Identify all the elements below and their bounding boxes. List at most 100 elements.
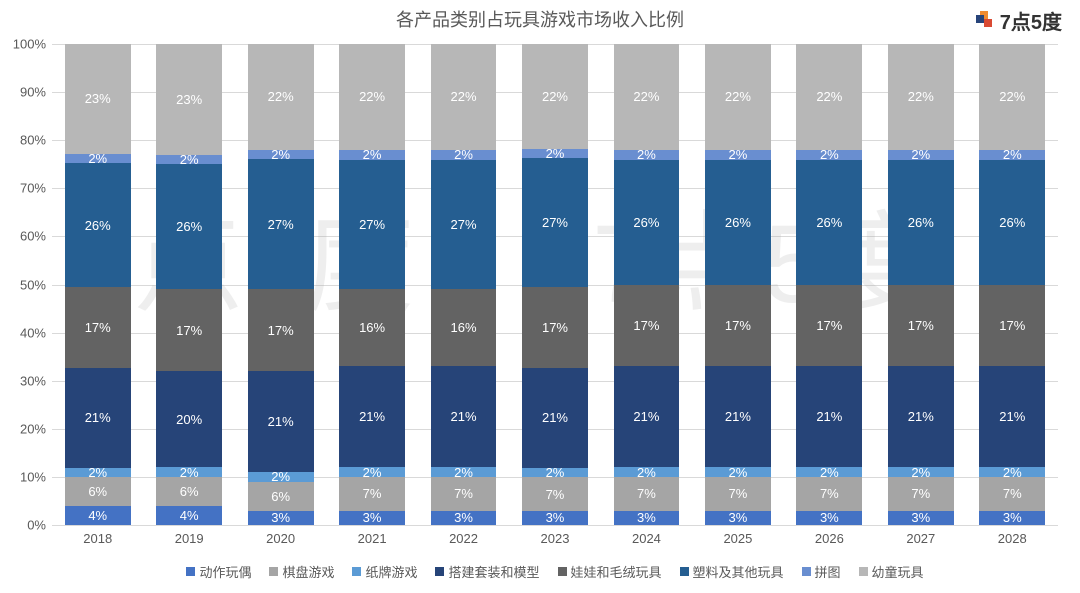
legend-swatch xyxy=(186,567,195,576)
bar: 3%7%2%21%17%26%2%22% xyxy=(614,44,680,525)
bar-column: 3%7%2%21%17%26%2%22%2025 xyxy=(692,44,783,525)
bar-segment: 2% xyxy=(705,467,771,477)
legend-swatch xyxy=(680,567,689,576)
legend-label: 幼童玩具 xyxy=(872,562,924,581)
bar-segment: 26% xyxy=(705,160,771,285)
y-axis-tick: 100% xyxy=(8,37,46,52)
bar-segment: 20% xyxy=(156,371,222,467)
bar-segment: 16% xyxy=(339,289,405,366)
bar: 3%7%2%21%16%27%2%22% xyxy=(339,44,405,525)
y-axis-tick: 20% xyxy=(8,421,46,436)
bar-segment: 3% xyxy=(796,511,862,525)
bar-segment: 17% xyxy=(156,289,222,371)
bar-column: 4%6%2%20%17%26%2%23%2019 xyxy=(143,44,234,525)
x-axis-label: 2021 xyxy=(326,531,417,546)
bar-segment: 17% xyxy=(522,287,588,368)
bar: 3%7%2%21%17%26%2%22% xyxy=(705,44,771,525)
bar-segment: 17% xyxy=(705,285,771,367)
bar-segment: 21% xyxy=(339,366,405,467)
bar-segment: 7% xyxy=(431,477,497,511)
x-axis-label: 2024 xyxy=(601,531,692,546)
bar-segment: 3% xyxy=(431,511,497,525)
bar-segment: 22% xyxy=(431,44,497,150)
bar-column: 3%6%2%21%17%27%2%22%2020 xyxy=(235,44,326,525)
bar: 4%6%2%21%17%26%2%23% xyxy=(65,44,131,525)
bar-segment: 7% xyxy=(614,477,680,511)
bar-segment: 2% xyxy=(248,472,314,482)
bar-segment: 2% xyxy=(339,467,405,477)
bar-segment: 21% xyxy=(614,366,680,467)
brand-logo: 7点5度 xyxy=(976,6,1062,35)
bar-segment: 6% xyxy=(65,477,131,506)
bar-segment: 22% xyxy=(248,44,314,150)
bar-segment: 21% xyxy=(888,366,954,467)
bar-segment: 21% xyxy=(522,368,588,468)
legend-item: 棋盘游戏 xyxy=(269,562,334,581)
y-axis-tick: 40% xyxy=(8,325,46,340)
legend-label: 塑料及其他玩具 xyxy=(693,562,784,581)
bar-segment: 22% xyxy=(888,44,954,150)
legend-item: 纸牌游戏 xyxy=(352,562,417,581)
grid-line xyxy=(52,525,1058,526)
bar-segment: 2% xyxy=(614,150,680,160)
legend-item: 塑料及其他玩具 xyxy=(680,562,784,581)
bar-segment: 2% xyxy=(156,467,222,477)
y-axis-tick: 70% xyxy=(8,181,46,196)
bar-segment: 3% xyxy=(979,511,1045,525)
x-axis-label: 2018 xyxy=(52,531,143,546)
bar-segment: 21% xyxy=(248,371,314,472)
x-axis-label: 2025 xyxy=(692,531,783,546)
y-axis-tick: 80% xyxy=(8,133,46,148)
bar-segment: 7% xyxy=(522,477,588,510)
bar-segment: 7% xyxy=(888,477,954,511)
x-axis-label: 2028 xyxy=(967,531,1058,546)
bar-segment: 2% xyxy=(888,150,954,160)
legend-item: 动作玩偶 xyxy=(186,562,251,581)
legend-label: 搭建套装和模型 xyxy=(448,562,539,581)
bar-segment: 17% xyxy=(65,287,131,368)
bar-column: 4%6%2%21%17%26%2%23%2018 xyxy=(52,44,143,525)
bar-segment: 2% xyxy=(796,467,862,477)
y-axis-tick: 30% xyxy=(8,373,46,388)
bar-segment: 6% xyxy=(248,482,314,511)
bar-segment: 6% xyxy=(156,477,222,506)
bar-segment: 22% xyxy=(522,44,588,149)
bar-column: 3%7%2%21%17%26%2%22%2024 xyxy=(601,44,692,525)
bar-segment: 4% xyxy=(65,506,131,525)
bar: 3%7%2%21%16%27%2%22% xyxy=(431,44,497,525)
legend-swatch xyxy=(859,567,868,576)
brand-logo-icon xyxy=(976,11,996,31)
bar-segment: 2% xyxy=(248,150,314,160)
bar-segment: 3% xyxy=(705,511,771,525)
bar-segment: 2% xyxy=(65,468,131,478)
legend-swatch xyxy=(352,567,361,576)
bar-segment: 23% xyxy=(156,44,222,155)
x-axis-label: 2023 xyxy=(509,531,600,546)
legend-swatch xyxy=(802,567,811,576)
bar-segment: 3% xyxy=(248,511,314,525)
legend-item: 娃娃和毛绒玩具 xyxy=(558,562,662,581)
bar: 3%7%2%21%17%26%2%22% xyxy=(796,44,862,525)
legend-swatch xyxy=(269,567,278,576)
bar-segment: 16% xyxy=(431,289,497,366)
bar-segment: 22% xyxy=(614,44,680,150)
bar-segment: 2% xyxy=(431,467,497,477)
legend-item: 拼图 xyxy=(802,562,841,581)
bar-segment: 21% xyxy=(796,366,862,467)
bar-segment: 17% xyxy=(979,285,1045,367)
bar-segment: 17% xyxy=(796,285,862,367)
bar-segment: 3% xyxy=(888,511,954,525)
plot-area: 0%10%20%30%40%50%60%70%80%90%100% 7点5度 7… xyxy=(52,44,1058,525)
x-axis-label: 2027 xyxy=(875,531,966,546)
bar-segment: 26% xyxy=(614,160,680,285)
bar-segment: 2% xyxy=(796,150,862,160)
bar-segment: 7% xyxy=(339,477,405,511)
bar-segment: 27% xyxy=(339,160,405,290)
x-axis-label: 2022 xyxy=(418,531,509,546)
bar-segment: 21% xyxy=(65,368,131,468)
bar-segment: 3% xyxy=(339,511,405,525)
bar-segment: 17% xyxy=(248,289,314,371)
bar-segment: 27% xyxy=(522,158,588,287)
bar-segment: 26% xyxy=(65,163,131,287)
legend-item: 幼童玩具 xyxy=(859,562,924,581)
